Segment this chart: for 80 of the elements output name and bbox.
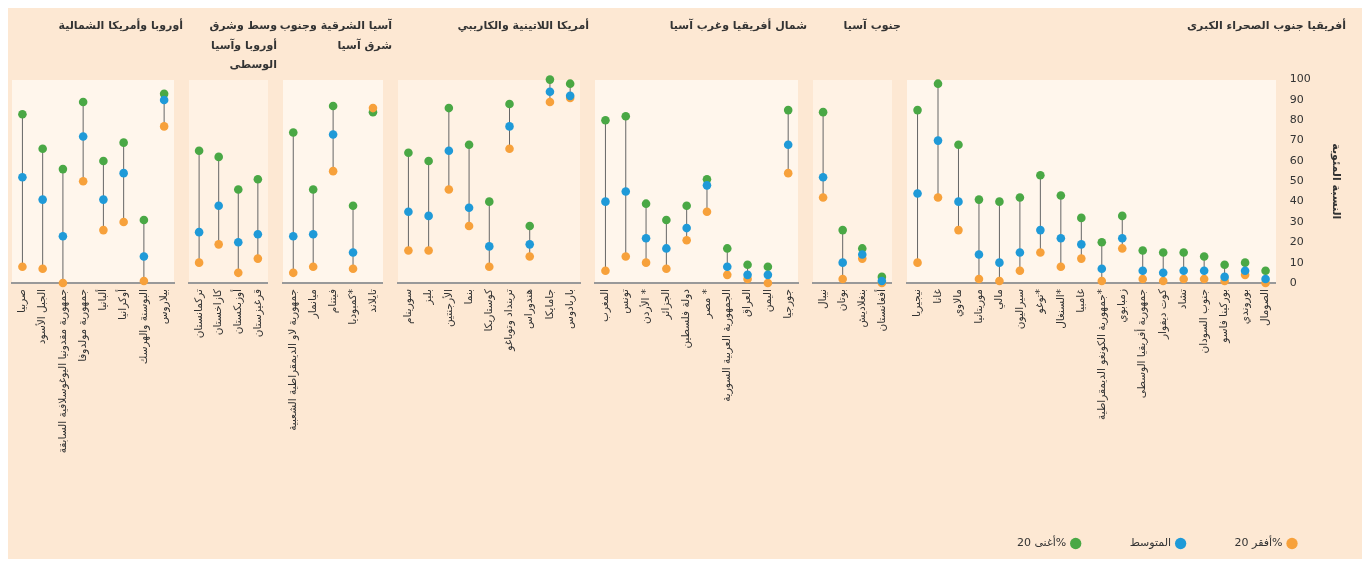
x-tick-label: سورينام: [401, 289, 415, 325]
x-tick-label: بنغلاديش: [855, 289, 869, 328]
x-tick-label: مصر *: [699, 289, 713, 320]
x-tick-label: جامايكا: [542, 289, 555, 320]
x-tick-label: دولة فلسطين: [679, 288, 693, 349]
x-tick-label: الجبل الأسود: [35, 289, 49, 345]
x-tick-label: ميانمار: [305, 289, 319, 320]
x-tick-label: باربادوس: [562, 289, 576, 329]
x-tick-label: غانا: [930, 288, 943, 304]
x-tick-label: جنوب السودان: [1196, 289, 1210, 354]
x-tick-label: الأردن *: [638, 289, 652, 324]
x-tick-label: جمهورية أفريقيا الوسطى: [1134, 289, 1149, 399]
x-tick-label: هندوراس: [522, 289, 536, 330]
x-tick-label: مالاوي: [951, 289, 965, 318]
x-tick-label: صربيا: [15, 288, 29, 313]
x-tick-label: أفغانستان: [873, 288, 887, 332]
y-tick-label: 100: [1289, 72, 1311, 86]
chart-title: شمال أفريقيا وغرب آسيا: [669, 17, 807, 32]
chart-title: وسط وشرق أوروبا وآسيا الوسطى: [209, 18, 278, 72]
x-tick-label: كازاخستان: [211, 289, 225, 336]
chart-title: آسيا الشرقية وجنوب شرق آسيا: [279, 17, 393, 52]
x-tick-label: بوركينا فاسو: [1217, 289, 1231, 344]
x-tick-label: فيتنام: [325, 289, 339, 314]
x-tick-label: العراق: [740, 289, 754, 318]
x-tick-label: جمهورية مقدونيا اليوغوسلافية السابقة: [55, 289, 69, 454]
chart-title: أفريقيا جنوب الصحراء الكبرى: [1187, 17, 1346, 32]
x-tick-label: تشاد: [1176, 288, 1189, 310]
chart-title: أوروبا وأمريكا الشمالية: [58, 17, 183, 32]
x-tick-label: الصومال: [1258, 289, 1272, 327]
y-tick-label: 20: [1289, 235, 1304, 249]
y-tick-label: 50: [1289, 174, 1304, 188]
y-tick-label: 90: [1289, 92, 1304, 106]
x-tick-label: ترينداد وتوباغو: [502, 288, 516, 352]
legend-label: أفقر 20%: [1234, 535, 1283, 550]
x-tick-label: السنغال*: [1053, 289, 1066, 329]
chart-title: جنوب آسيا: [843, 17, 901, 32]
x-tick-label: بيلاروس: [156, 289, 170, 325]
legend-label: المتوسط: [1129, 536, 1172, 550]
x-tick-label: أوكرانيا: [115, 288, 130, 320]
x-tick-label: زمبابوي: [1115, 289, 1128, 323]
chart-title: أمريكا اللاتينية والكاريبي: [457, 17, 589, 32]
x-tick-label: الجمهورية العربية السورية: [720, 289, 734, 402]
x-tick-label: أوزبكستان: [230, 288, 245, 335]
x-tick-label: اليمن: [760, 289, 774, 313]
x-tick-label: بوروندي: [1237, 289, 1251, 325]
x-tick-label: المغرب: [598, 289, 612, 322]
x-tick-label: توغو*: [1033, 289, 1047, 315]
x-tick-label: ألبانيا: [95, 288, 109, 311]
x-tick-label: كوت ديفوار: [1155, 289, 1169, 340]
x-tick-label: تركمانستان: [191, 288, 205, 339]
x-tick-label: كمبوديا*: [345, 289, 359, 325]
x-tick-label: بليز: [421, 289, 435, 306]
y-tick-label: 60: [1289, 153, 1304, 167]
x-tick-label: نيبال: [815, 289, 828, 310]
x-tick-label: جمهورية مولدوفا: [75, 289, 89, 362]
x-tick-label: جمهورية لاو الديمقراطية الشعبية: [286, 289, 299, 431]
y-tick-label: 0: [1289, 275, 1297, 289]
y-tick-label: 30: [1289, 214, 1304, 228]
x-tick-label: تونس: [618, 288, 632, 314]
x-tick-label: غامبيا: [1074, 288, 1087, 313]
y-tick-label: 80: [1289, 113, 1304, 127]
y-axis-title: النسبة المئوية: [1329, 143, 1343, 220]
x-tick-label: تايلاند: [365, 288, 378, 313]
x-tick-label: الجزائر: [659, 289, 673, 321]
x-tick-label: نيجيريا: [910, 289, 924, 317]
x-tick-label: بوتان: [835, 289, 849, 312]
y-tick-label: 40: [1289, 194, 1304, 208]
x-tick-label: جورجيا: [780, 289, 794, 319]
y-tick-label: 10: [1289, 255, 1304, 269]
x-tick-label: بنما: [461, 289, 474, 305]
x-tick-label: موريتانيا: [971, 289, 985, 324]
x-tick-label: جمهورية الكونغو الديمقراطية*: [1094, 289, 1108, 420]
x-tick-label: قرغيزستان: [250, 289, 264, 338]
x-tick-label: الأرجنتين: [441, 289, 455, 327]
x-tick-label: كوستاريكا: [482, 289, 496, 332]
x-tick-label: البوسنة والهرسك: [136, 289, 150, 365]
x-tick-label: سيراليون: [1012, 289, 1026, 330]
legend-label: أغنى 20%: [1016, 535, 1067, 550]
y-tick-label: 70: [1289, 133, 1304, 147]
x-tick-label: مالي: [992, 289, 1006, 310]
